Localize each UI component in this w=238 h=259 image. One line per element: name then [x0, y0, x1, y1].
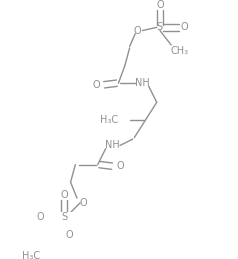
Text: O: O [116, 161, 124, 171]
Text: O: O [60, 190, 68, 200]
Text: O: O [36, 212, 44, 222]
Text: O: O [180, 22, 188, 32]
Text: S: S [61, 212, 67, 222]
Text: S: S [157, 22, 163, 32]
Text: O: O [92, 80, 100, 90]
Text: H₃C: H₃C [22, 250, 40, 259]
Text: O: O [79, 198, 87, 208]
Text: H₃C: H₃C [100, 115, 119, 125]
Text: O: O [65, 230, 73, 240]
Text: NH: NH [105, 140, 119, 150]
Text: O: O [134, 26, 141, 35]
Text: O: O [156, 0, 164, 10]
Text: NH: NH [135, 78, 150, 88]
Text: CH₃: CH₃ [170, 46, 188, 56]
